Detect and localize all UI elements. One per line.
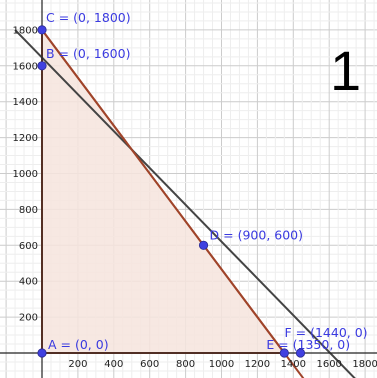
y-tick-label: 1600 — [13, 61, 38, 72]
point-f[interactable] — [295, 348, 306, 358]
x-tick-label: 1800 — [352, 359, 377, 370]
y-tick-label: 400 — [19, 277, 38, 288]
point-b[interactable] — [37, 61, 47, 71]
point-label-c: C = (0, 1800) — [46, 10, 131, 25]
constraint-line-2 — [41, 29, 305, 378]
point-label-b: B = (0, 1600) — [46, 46, 130, 61]
point-label-a: A = (0, 0) — [48, 337, 109, 352]
point-label-f: F = (1440, 0) — [284, 325, 367, 340]
point-a[interactable] — [37, 348, 47, 358]
y-tick-label: 200 — [19, 313, 38, 324]
point-d[interactable] — [198, 240, 209, 250]
y-tick-label: 600 — [19, 241, 38, 252]
y-tick-label: 1400 — [13, 97, 38, 108]
point-label-e: E = (1350, 0) — [266, 337, 350, 352]
x-tick-label: 600 — [140, 359, 159, 370]
constraint-lines-layer — [14, 29, 356, 378]
x-tick-label: 800 — [176, 359, 195, 370]
point-label-d: D = (900, 600) — [210, 227, 303, 242]
x-tick-label: 400 — [104, 359, 123, 370]
y-tick-label: 800 — [19, 205, 38, 216]
x-tick-label: 200 — [68, 359, 87, 370]
y-tick-label: 1800 — [13, 25, 38, 36]
x-tick-labels: 200 400 600 800 1000 1200 1400 1600 1800 — [68, 359, 377, 370]
x-tick-label: 1000 — [209, 359, 234, 370]
x-tick-label: 1200 — [245, 359, 270, 370]
y-tick-label: 1200 — [13, 133, 38, 144]
y-tick-label: 1000 — [13, 169, 38, 180]
point-c[interactable] — [37, 25, 47, 35]
point-e[interactable] — [279, 348, 289, 358]
page-title: 1 — [330, 39, 361, 102]
constraint-line-1 — [14, 29, 356, 378]
x-tick-label: 1600 — [316, 359, 341, 370]
x-tick-label: 1400 — [281, 359, 306, 370]
y-tick-labels: 200 400 600 800 1000 1200 1400 1600 1800 — [13, 25, 38, 323]
points-layer[interactable]: A = (0, 0) B = (0, 1600) C = (0, 1800) D = … — [37, 10, 368, 358]
